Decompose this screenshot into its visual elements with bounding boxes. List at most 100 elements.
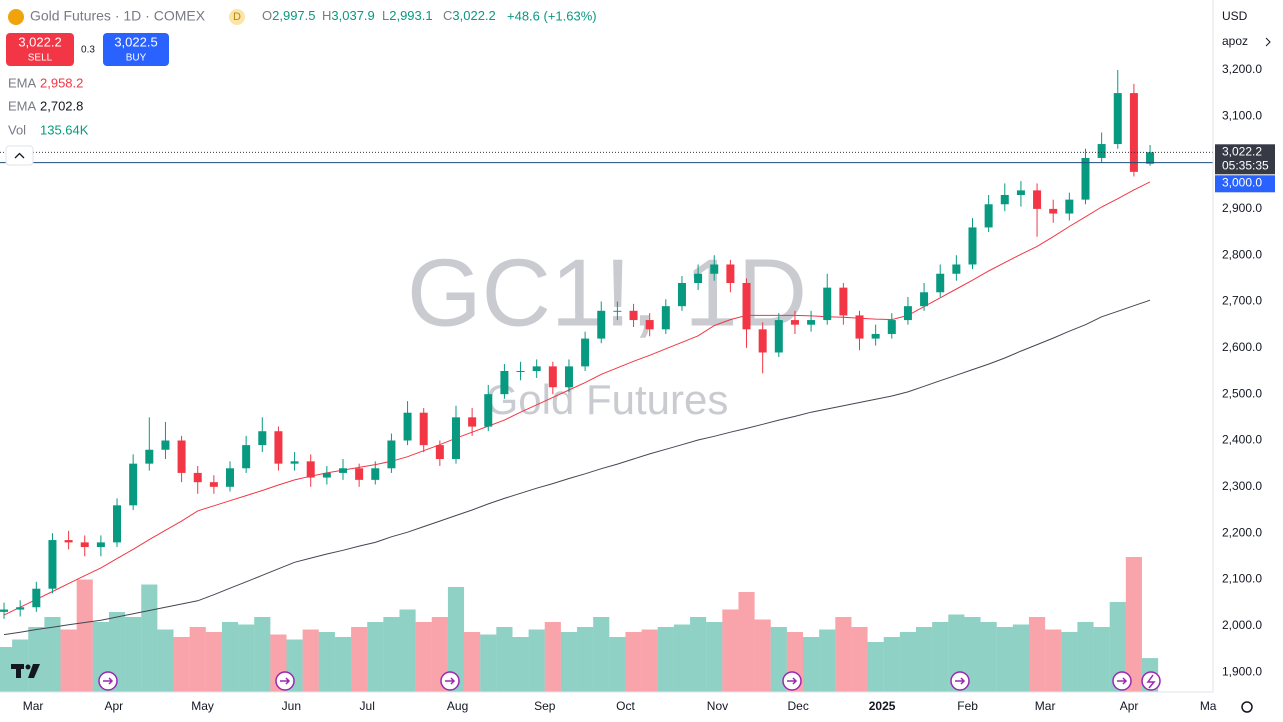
volume-bar — [1045, 629, 1062, 692]
x-tick-label: Dec — [788, 699, 809, 713]
indicator-value: 2,702.8 — [40, 98, 83, 113]
ohlc-key: O — [262, 8, 272, 23]
countdown-label: 05:35:35 — [1222, 158, 1269, 172]
volume-bar — [1012, 624, 1029, 692]
y-tick-label: 2,500.0 — [1222, 386, 1262, 400]
candle-body — [548, 366, 557, 388]
volume-bar — [980, 622, 997, 692]
y-tick-label: 2,700.0 — [1222, 294, 1262, 308]
y-tick-label: 2,900.0 — [1222, 201, 1262, 215]
chevron-icon — [14, 152, 25, 159]
candle-body — [258, 431, 267, 446]
volume-bar — [803, 637, 820, 692]
x-tick-label: 2025 — [869, 699, 896, 713]
volume-bar — [0, 647, 13, 692]
volume-bar — [996, 627, 1013, 692]
candle-body — [581, 338, 590, 367]
volume-bar — [867, 642, 884, 692]
candle-body — [920, 292, 929, 307]
volume-bar — [108, 612, 126, 692]
volume-bar — [690, 617, 707, 692]
y-tick-label: 2,300.0 — [1222, 479, 1262, 493]
candle-body — [193, 472, 202, 483]
volume-bar — [657, 627, 674, 692]
ohlc-values: O2,997.5 H3,037.9 L2,993.1 C3,022.2 — [262, 8, 496, 23]
volume-bar — [399, 609, 416, 692]
volume-bar — [480, 634, 497, 692]
candle-body — [0, 609, 9, 612]
event-icon[interactable] — [1141, 671, 1161, 691]
candle-body — [532, 366, 541, 372]
sell-button[interactable] — [6, 33, 74, 66]
candle-body — [113, 505, 122, 543]
change: +48.6 (+1.63%) — [507, 8, 597, 23]
tv-logo — [11, 664, 40, 678]
indicator-value: 135.64K — [40, 122, 89, 137]
x-tick-label: Aug — [447, 699, 468, 713]
ohlc-key: L — [382, 8, 389, 23]
x-tick-label: Mar — [1035, 699, 1056, 713]
candle-body — [613, 310, 622, 312]
indicator-name[interactable]: EMA — [8, 75, 37, 90]
settings-icon[interactable] — [1241, 701, 1253, 713]
candle-body — [1097, 144, 1106, 158]
scale-mode[interactable]: apoz — [1222, 34, 1248, 48]
indicator-name[interactable]: Vol — [8, 122, 26, 137]
candle-body — [742, 283, 751, 330]
volume-bar — [238, 624, 255, 692]
candle-body — [629, 310, 638, 321]
volume-bar — [1109, 602, 1126, 692]
buy-button[interactable] — [103, 33, 169, 66]
x-tick-label: Nov — [707, 699, 728, 713]
volume-bar — [141, 584, 158, 692]
volume-bar — [577, 627, 594, 692]
candle-body — [145, 449, 154, 464]
badge-text: D — [233, 11, 241, 23]
volume-bar — [835, 617, 852, 692]
candle-body — [871, 333, 880, 339]
candle-body — [968, 227, 977, 265]
currency-button[interactable] — [1217, 6, 1277, 28]
volume-bar — [883, 637, 900, 692]
ohlc-item: H3,037.9 — [322, 8, 375, 23]
indicator-name[interactable]: EMA — [8, 98, 37, 113]
sell-price: 3,022.2 — [18, 34, 61, 49]
price-axis — [1213, 0, 1283, 722]
candle-body — [758, 329, 767, 353]
volume-bar — [44, 617, 61, 692]
events — [98, 671, 1161, 691]
candle-body — [855, 315, 864, 339]
y-tick-label: 2,400.0 — [1222, 433, 1262, 447]
collapse-button[interactable] — [5, 145, 34, 166]
candle-body — [209, 482, 218, 487]
candle-body — [710, 264, 719, 274]
volume-bar — [819, 629, 836, 692]
badge — [229, 9, 245, 25]
symbol-title[interactable]: Gold Futures · 1D · COMEX — [30, 8, 206, 24]
volume-bar — [722, 609, 739, 692]
last-price-label: 3,022.2 — [1222, 144, 1262, 158]
buy-label: BUY — [126, 53, 147, 64]
x-tick-label: Apr — [1120, 699, 1139, 713]
volume-bar — [1125, 557, 1142, 692]
candle-body — [1113, 93, 1122, 145]
ohlc-item: L2,993.1 — [382, 8, 433, 23]
last-price-tag — [1215, 144, 1275, 175]
candle-body — [1049, 208, 1058, 214]
x-tick-label: Feb — [957, 699, 978, 713]
volume-bar — [1028, 617, 1046, 692]
volume-bar — [383, 617, 400, 692]
candle-body — [96, 542, 105, 548]
watermark-symbol: GC1!, 1D — [407, 239, 807, 346]
event-glyph — [103, 674, 1156, 689]
candle-body — [661, 306, 670, 330]
volume-bar — [609, 637, 626, 692]
candle-body — [823, 287, 832, 321]
candle-body — [451, 417, 460, 460]
spread: 0.3 — [81, 45, 95, 56]
candle-body — [952, 264, 961, 274]
candle-body — [774, 320, 783, 353]
volume-bar — [625, 632, 642, 692]
candle-body — [322, 472, 331, 478]
